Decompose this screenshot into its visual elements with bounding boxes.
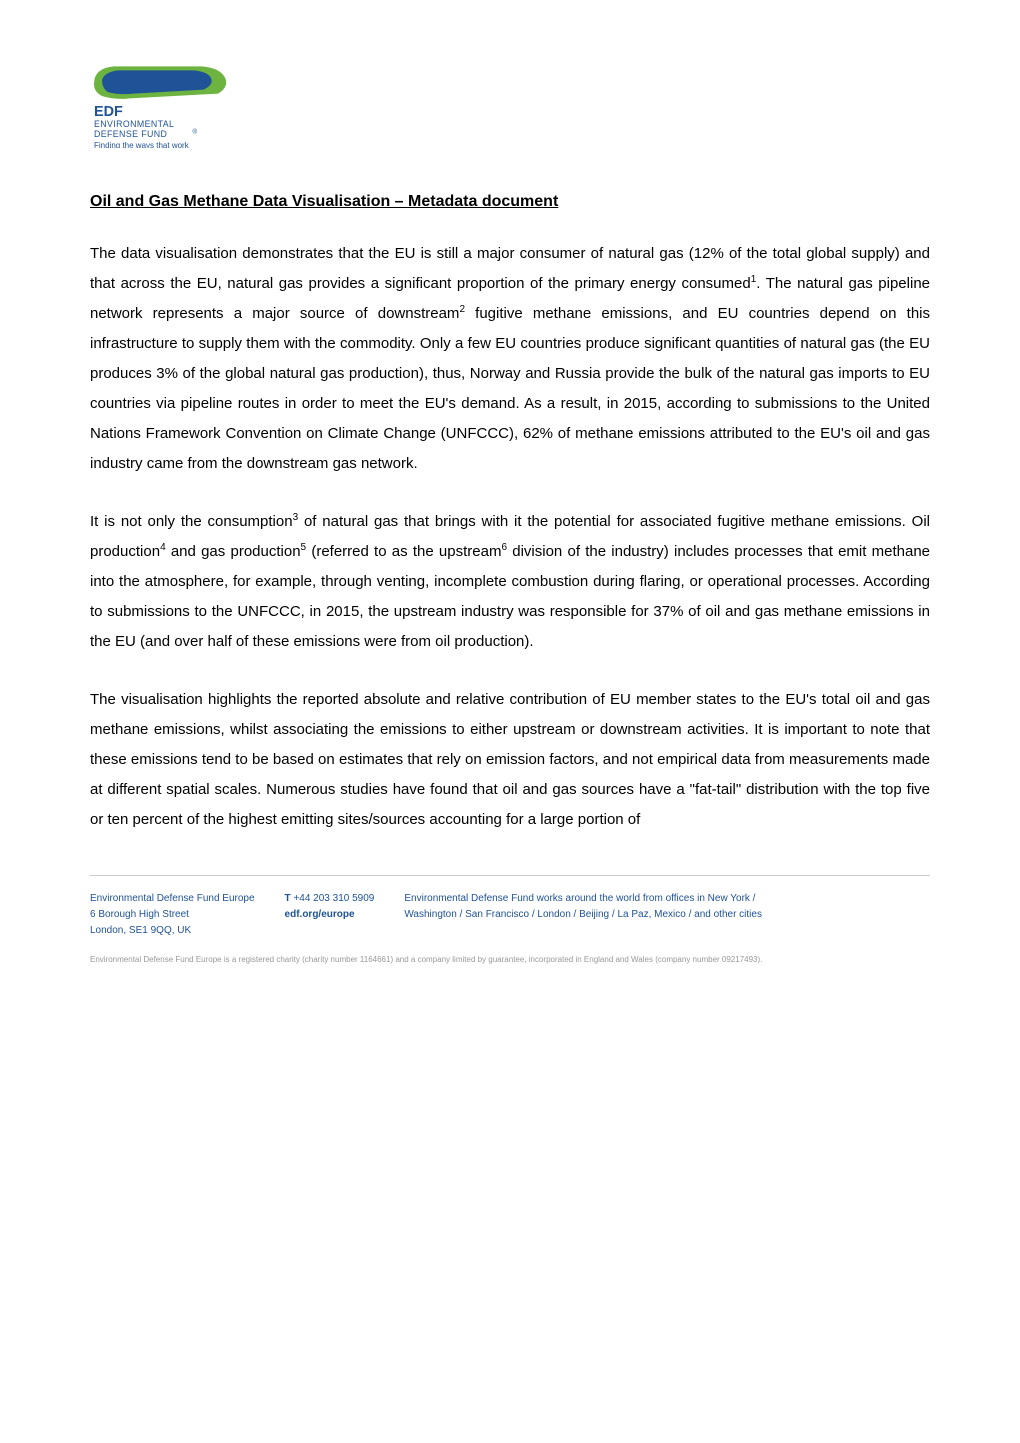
edf-logo: EDF ENVIRONMENTAL DEFENSE FUND ® Finding… bbox=[90, 60, 250, 148]
footer-phone-label: T bbox=[285, 893, 291, 904]
svg-text:EDF: EDF bbox=[94, 104, 123, 120]
footnote-ref: 6 bbox=[501, 542, 507, 553]
footer-contact: T +44 203 310 5909 edf.org/europe bbox=[285, 891, 375, 939]
svg-text:ENVIRONMENTAL: ENVIRONMENTAL bbox=[94, 119, 174, 129]
footer-street: 6 Borough High Street bbox=[90, 907, 255, 923]
footer-description: Environmental Defense Fund works around … bbox=[404, 891, 930, 939]
document-body: The data visualisation demonstrates that… bbox=[90, 239, 930, 835]
paragraph-1: The data visualisation demonstrates that… bbox=[90, 239, 930, 479]
footer-org-name: Environmental Defense Fund Europe bbox=[90, 891, 255, 907]
footer-city: London, SE1 9QQ, UK bbox=[90, 923, 255, 939]
logo-tagline: Finding the ways that work bbox=[94, 141, 190, 148]
footer-phone: T +44 203 310 5909 bbox=[285, 891, 375, 907]
footer-phone-number: +44 203 310 5909 bbox=[293, 893, 374, 904]
logo-container: EDF ENVIRONMENTAL DEFENSE FUND ® Finding… bbox=[90, 60, 930, 153]
footnote-ref: 2 bbox=[459, 304, 465, 315]
footer-divider bbox=[90, 875, 930, 876]
svg-text:®: ® bbox=[192, 128, 197, 136]
footnote-ref: 1 bbox=[751, 274, 757, 285]
footnote-ref: 5 bbox=[301, 542, 307, 553]
footer-disclaimer: Environmental Defense Fund Europe is a r… bbox=[90, 954, 930, 965]
paragraph-3: The visualisation highlights the reporte… bbox=[90, 685, 930, 835]
footer-desc-line2: Washington / San Francisco / London / Be… bbox=[404, 907, 930, 923]
footer-address: Environmental Defense Fund Europe 6 Boro… bbox=[90, 891, 255, 939]
paragraph-2: It is not only the consumption3 of natur… bbox=[90, 507, 930, 657]
footnote-ref: 3 bbox=[293, 512, 299, 523]
footer: Environmental Defense Fund Europe 6 Boro… bbox=[90, 891, 930, 939]
svg-text:DEFENSE FUND: DEFENSE FUND bbox=[94, 129, 167, 139]
footnote-ref: 4 bbox=[160, 542, 166, 553]
footer-website: edf.org/europe bbox=[285, 907, 375, 923]
document-title: Oil and Gas Methane Data Visualisation –… bbox=[90, 193, 930, 211]
footer-desc-line1: Environmental Defense Fund works around … bbox=[404, 891, 930, 907]
